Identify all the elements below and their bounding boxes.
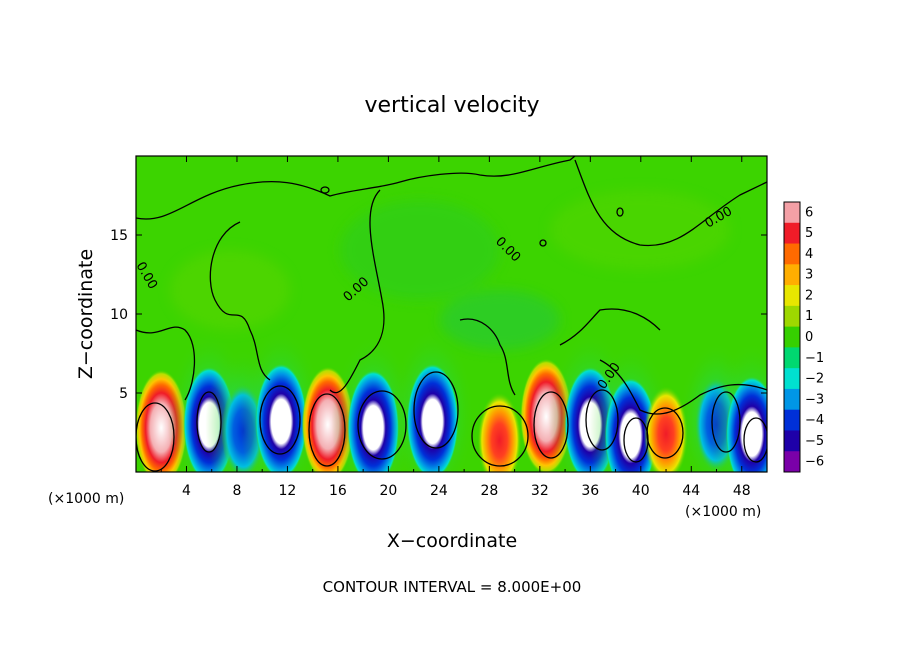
colorbar-swatch: [784, 409, 800, 431]
contour-line: [136, 326, 196, 401]
x-tick-label: 40: [632, 483, 650, 499]
contour-line: [743, 417, 767, 463]
velocity-cell: [255, 363, 308, 472]
x-axis-label: X−coordinate: [387, 530, 517, 552]
contour-line: [585, 389, 619, 451]
y-axis-label: Z−coordinate: [75, 249, 97, 379]
x-tick-label: 32: [531, 483, 549, 499]
colorbar-tick-label: −4: [805, 413, 824, 428]
contour-line: [559, 308, 661, 346]
zero-contours: [136, 156, 767, 472]
contour-line: [259, 385, 301, 455]
y-tick-label: 5: [119, 386, 128, 402]
contour-line: [623, 417, 649, 463]
colorbar-swatch: [784, 243, 800, 265]
contour-line: [308, 393, 346, 467]
colorbar-tick-label: 1: [805, 309, 813, 324]
contour-line: [329, 189, 385, 394]
contour-line: [459, 318, 516, 396]
colorbar: 6 5 4 3 2 1 0 −1 −2 −3 −4 −5 −6: [783, 201, 824, 473]
colorbar-tick-label: 4: [805, 247, 813, 262]
contour-interval-note: CONTOUR INTERVAL = 8.000E+00: [323, 578, 582, 596]
colorbar-tick-label: −3: [805, 392, 824, 407]
contour-line: [574, 159, 767, 247]
x-tick-label: 36: [581, 483, 599, 499]
colorbar-swatch: [784, 222, 800, 245]
velocity-cell: [477, 392, 522, 472]
colorbar-swatch: [784, 264, 800, 286]
colorbar-tick-label: 3: [805, 268, 813, 283]
contour-line: [711, 391, 741, 453]
contour-line: [616, 207, 624, 217]
velocity-cell: [604, 377, 657, 472]
contour-line: [320, 186, 330, 194]
x-tick-label: 4: [182, 483, 191, 499]
chart-title: vertical velocity: [364, 93, 539, 118]
colorbar-tick-label: 6: [805, 205, 813, 220]
colorbar-tick-label: 5: [805, 226, 813, 241]
contour-line: [136, 402, 175, 472]
contour-line: [533, 391, 569, 459]
x-tick-label: 44: [682, 483, 700, 499]
x-tick-label: 20: [379, 483, 397, 499]
velocity-cell: [347, 369, 400, 472]
x-tick-label: 16: [329, 483, 347, 499]
colorbar-tick-label: −5: [805, 434, 824, 449]
y-tick-label: 10: [110, 307, 128, 323]
contour-line: [471, 405, 529, 467]
contour-line: [209, 221, 271, 381]
x-unit-right: (×1000 m): [685, 504, 761, 520]
contour-line: [599, 359, 767, 415]
colorbar-swatch: [784, 388, 800, 411]
velocity-cell: [725, 376, 767, 472]
plot-field: 0.00 0.00 0.00 0.00 0.00: [136, 156, 767, 472]
contour-line: [413, 371, 459, 449]
contour-line: [539, 239, 547, 247]
colorbar-swatch: [784, 347, 800, 369]
y-tick-label: 15: [110, 228, 128, 244]
colorbar-frame: [783, 201, 801, 473]
x-tick-label: 24: [430, 483, 448, 499]
colorbar-swatch: [784, 368, 800, 390]
contour-line: [357, 390, 407, 460]
colorbar-swatch: [784, 451, 800, 473]
contour-line: [136, 156, 576, 220]
x-tick-label: 28: [480, 483, 498, 499]
colorbar-tick-label: −6: [805, 455, 824, 470]
x-unit-left: (×1000 m): [48, 491, 124, 507]
colorbar-tick-label: −1: [805, 351, 824, 366]
x-axis-ticks: 4 8 12 16 20 24 28 32 36 40 44 48: [160, 156, 751, 499]
contour-line: [196, 391, 222, 453]
colorbar-swatch: [784, 305, 800, 328]
colorbar-swatch: [784, 430, 800, 452]
x-tick-label: 8: [232, 483, 241, 499]
y-axis-ticks: 5 10 15: [110, 228, 767, 402]
colorbar-tick-label: 2: [805, 288, 813, 303]
x-tick-label: 12: [279, 483, 297, 499]
x-tick-label: 48: [733, 483, 751, 499]
colorbar-tick-label: 0: [805, 330, 813, 345]
field-texture: [170, 190, 730, 350]
colorbar-swatch: [784, 285, 800, 307]
colorbar-swatch: [784, 202, 800, 224]
colorbar-swatch: [784, 326, 800, 348]
colorbar-tick-label: −2: [805, 372, 824, 387]
